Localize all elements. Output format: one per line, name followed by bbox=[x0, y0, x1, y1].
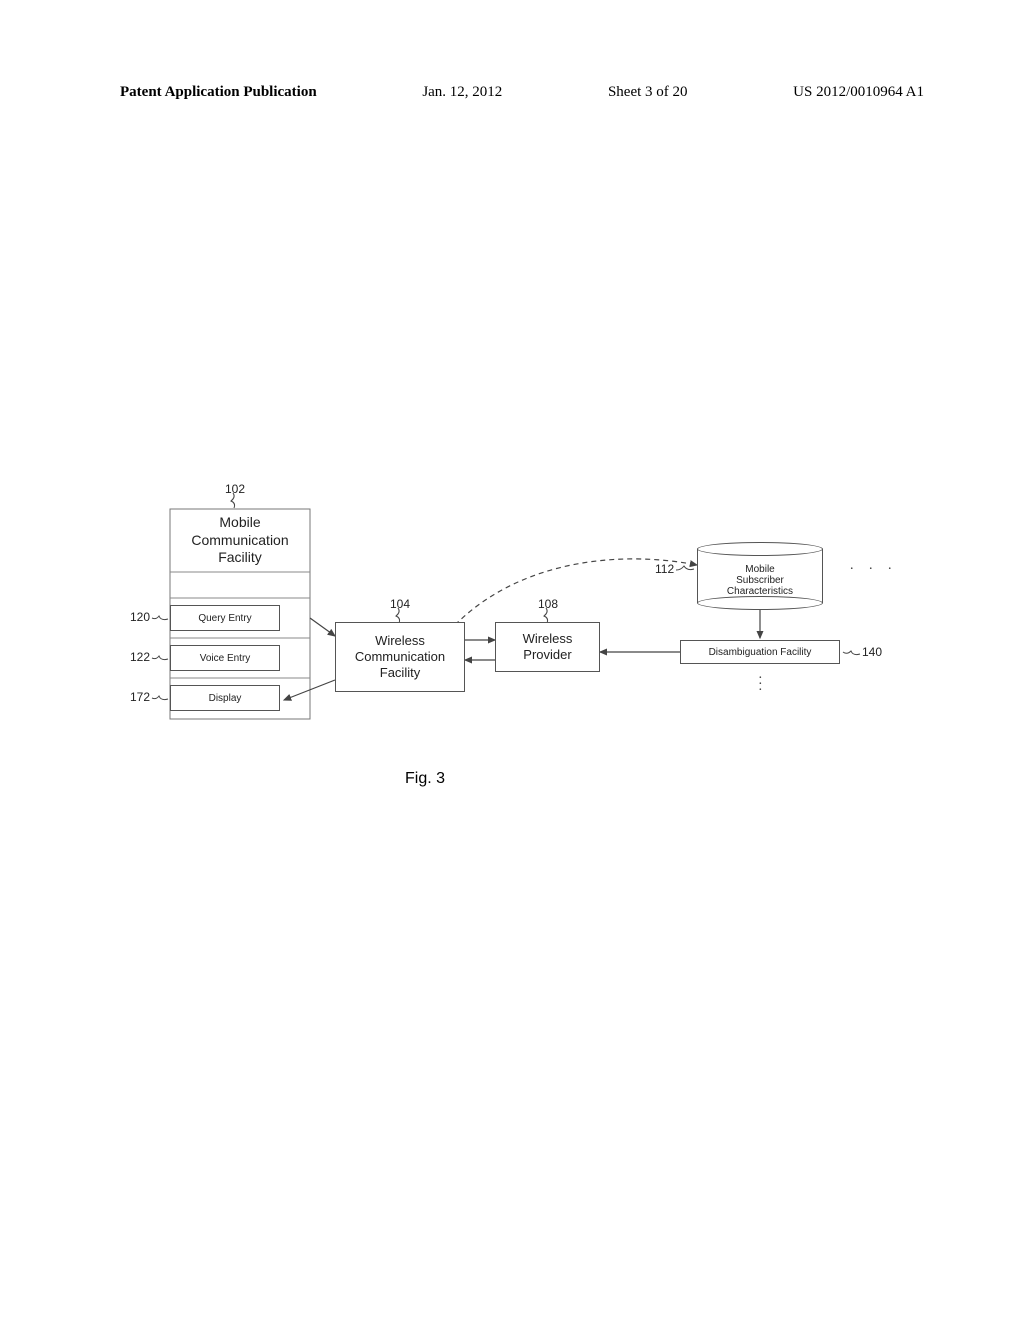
msc-label: Mobile Subscriber Characteristics bbox=[697, 564, 823, 597]
query-entry-label: Query Entry bbox=[198, 613, 251, 624]
voice-entry-label: Voice Entry bbox=[200, 653, 251, 664]
ellipsis-vertical: ··· bbox=[758, 676, 763, 694]
display-box: Display bbox=[170, 685, 280, 711]
diagram-area: Mobile Communication Facility Query Entr… bbox=[0, 0, 1024, 1320]
mobile-comm-title: Mobile Communication Facility bbox=[170, 514, 310, 567]
disambiguation-label: Disambiguation Facility bbox=[709, 647, 812, 658]
ref-172: 172 bbox=[130, 690, 150, 704]
ref-102: 102 bbox=[225, 482, 245, 496]
wireless-comm-facility-box: Wireless Communication Facility bbox=[335, 622, 465, 692]
ellipsis-horizontal: . . . bbox=[850, 558, 898, 574]
ref-108: 108 bbox=[538, 597, 558, 611]
ref-122: 122 bbox=[130, 650, 150, 664]
voice-entry-box: Voice Entry bbox=[170, 645, 280, 671]
ref-104: 104 bbox=[390, 597, 410, 611]
ref-120: 120 bbox=[130, 610, 150, 624]
msc-cylinder: Mobile Subscriber Characteristics bbox=[697, 542, 823, 610]
wireless-provider-label: Wireless Provider bbox=[523, 631, 573, 664]
query-entry-box: Query Entry bbox=[170, 605, 280, 631]
figure-caption: Fig. 3 bbox=[405, 770, 445, 788]
ref-140: 140 bbox=[862, 645, 882, 659]
disambiguation-box: Disambiguation Facility bbox=[680, 640, 840, 664]
wireless-provider-box: Wireless Provider bbox=[495, 622, 600, 672]
display-label: Display bbox=[209, 693, 242, 704]
ref-112: 112 bbox=[655, 562, 674, 576]
wireless-comm-facility-label: Wireless Communication Facility bbox=[355, 633, 445, 682]
